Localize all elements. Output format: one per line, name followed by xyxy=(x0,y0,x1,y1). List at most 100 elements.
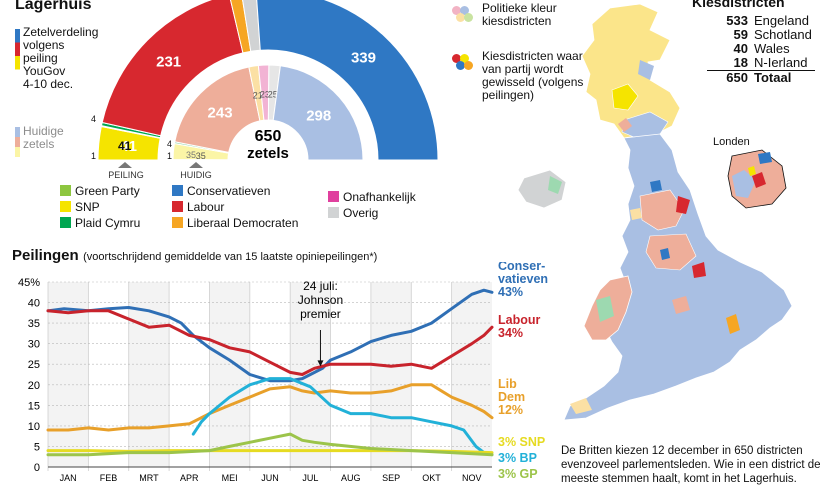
x-tick-label: MRT xyxy=(139,473,159,483)
x-tick-label: AUG xyxy=(341,473,361,483)
seat-total-number: 650 xyxy=(255,128,282,145)
annotation-line: Johnson xyxy=(298,293,343,307)
legend-swatch xyxy=(60,185,71,196)
legend-swatch xyxy=(60,201,71,212)
legend-item: SNP xyxy=(60,200,100,214)
district-counts: 533 Engeland 59 Schotland 40 Wales 18 N-Ierl… xyxy=(707,14,815,85)
y-tick-label: 15 xyxy=(28,400,40,412)
outer-label-line: Zetelverdeling xyxy=(23,25,99,39)
legend-text-line: gewisseld (volgens xyxy=(482,75,584,89)
series-end-label: vatieven xyxy=(498,272,548,286)
legend-swatch xyxy=(328,207,339,218)
inner-seat-label: 23 xyxy=(260,90,270,100)
series-end-label: 12% xyxy=(498,403,523,417)
legend-item: Conservatieven xyxy=(172,184,270,198)
month-band xyxy=(128,282,170,467)
x-tick-label: JUL xyxy=(302,473,318,483)
district-count-row: 533 Engeland xyxy=(726,13,809,28)
outer-segment xyxy=(101,0,244,137)
outer-label-line: volgens xyxy=(23,38,65,52)
series-end-label: 3% BP xyxy=(498,451,537,465)
series-line-conservatieven xyxy=(46,288,494,383)
outer-green-label: 1 xyxy=(91,151,96,161)
polls-line-chart: JAN FEB MRT APR MEI JUN JUL AUG SEP OKT NOV 0 5 10 15 2… xyxy=(18,262,548,483)
legend-item: Onafhankelijk xyxy=(328,190,416,204)
month-band xyxy=(209,282,250,467)
y-tick-label: 25 xyxy=(28,359,40,371)
series-end-label: 43% xyxy=(498,285,523,299)
series-end-label: 3% GP xyxy=(498,467,538,481)
inner-seat-label: 243 xyxy=(208,105,233,122)
x-tick-label: JAN xyxy=(60,473,77,483)
legend-item: Liberaal Democraten xyxy=(172,216,298,230)
inner-label-line: zetels xyxy=(23,137,55,151)
outer-plaid-label: 4 xyxy=(91,114,96,124)
y-tick-label: 40 xyxy=(28,298,40,310)
outer-label-swatch xyxy=(15,29,20,83)
series-end-label: Dem xyxy=(498,390,525,404)
y-tick-label: 35 xyxy=(28,318,40,330)
legend-text-line: peilingen) xyxy=(482,88,535,102)
outer-segment xyxy=(256,0,439,161)
chart-subtitle: (voortschrijdend gemiddelde van 15 laats… xyxy=(83,251,378,263)
outer-snp-label: 41 xyxy=(118,139,132,153)
inner-label-line: Huidige xyxy=(23,124,64,138)
inner-segment xyxy=(272,65,364,161)
inner-seat-label: 25 xyxy=(268,90,278,100)
footnote-line: meeste stemmen haalt, komt in het Lagerh… xyxy=(561,473,797,485)
legend-item: Overig xyxy=(328,206,378,220)
seat-total-word: zetels xyxy=(247,145,289,162)
x-tick-label: SEP xyxy=(382,473,400,483)
series-line-labour xyxy=(46,309,494,376)
outer-seat-label: 339 xyxy=(351,50,376,67)
page-title: Lagerhuis xyxy=(15,0,92,13)
inner-plaid-label: 4 xyxy=(167,139,172,149)
districts-title: Kiesdistricten xyxy=(692,0,785,10)
inner-snp-label: 35 xyxy=(186,150,196,160)
outer-label-line: YouGov xyxy=(23,64,66,78)
dots-icon xyxy=(452,6,476,22)
huidig-tag: HUIDIG xyxy=(180,170,212,180)
series-line-lib-dem xyxy=(46,383,494,432)
legend-swatch xyxy=(328,191,339,202)
uk-map: Londen xyxy=(517,3,793,421)
peiling-tag: PEILING xyxy=(108,170,144,180)
legend-text-line: van partij wordt xyxy=(482,62,564,76)
annotation-line: premier xyxy=(300,307,341,321)
y-tick-label: 0 xyxy=(34,462,40,474)
inner-arc-label: Huidige zetels xyxy=(15,124,64,157)
legend-swatch xyxy=(60,217,71,228)
legend-swatch xyxy=(172,201,183,212)
legend-text-line: Kiesdistricten waar xyxy=(482,49,583,63)
series-end-label: 34% xyxy=(498,326,523,340)
annotation-arrow-icon xyxy=(317,360,324,367)
legend-swatch xyxy=(172,185,183,196)
outer-seat-label: 231 xyxy=(156,53,181,70)
chart-title: Peilingen xyxy=(12,247,79,264)
month-band xyxy=(370,282,412,467)
legend-item: Labour xyxy=(172,200,224,214)
series-end-label: Labour xyxy=(498,313,540,327)
y-tick-label: 10 xyxy=(28,421,40,433)
series-end-label: 3% SNP xyxy=(498,435,545,449)
x-tick-label: FEB xyxy=(100,473,118,483)
map-legend-current: Politieke kleur kiesdistricten xyxy=(452,2,557,28)
london-label: Londen xyxy=(713,136,750,148)
x-tick-label: APR xyxy=(180,473,199,483)
district-total-row: 650 Totaal xyxy=(707,70,815,85)
map-legend-switch: Kiesdistricten waar van partij wordt gew… xyxy=(452,50,583,102)
x-tick-label: OKT xyxy=(422,473,441,483)
chart-title-row: Peilingen (voortschrijdend gemiddelde va… xyxy=(12,247,377,265)
district-count-row: 18 N-Ierland xyxy=(733,55,808,70)
peiling-marker-icon xyxy=(118,162,132,168)
inner-green-label: 1 xyxy=(167,151,172,161)
inner-seat-label: 21 xyxy=(253,90,263,100)
legend-text-line: kiesdistricten xyxy=(482,14,552,28)
outer-seat-label: 41 xyxy=(120,138,137,155)
x-tick-label: JUN xyxy=(261,473,279,483)
y-tick-label: 45% xyxy=(18,277,40,289)
y-tick-label: 30 xyxy=(28,339,40,351)
inner-segment xyxy=(174,66,261,153)
footnote-line: evenzoveel parlementsleden. Wie in een d… xyxy=(561,459,821,471)
